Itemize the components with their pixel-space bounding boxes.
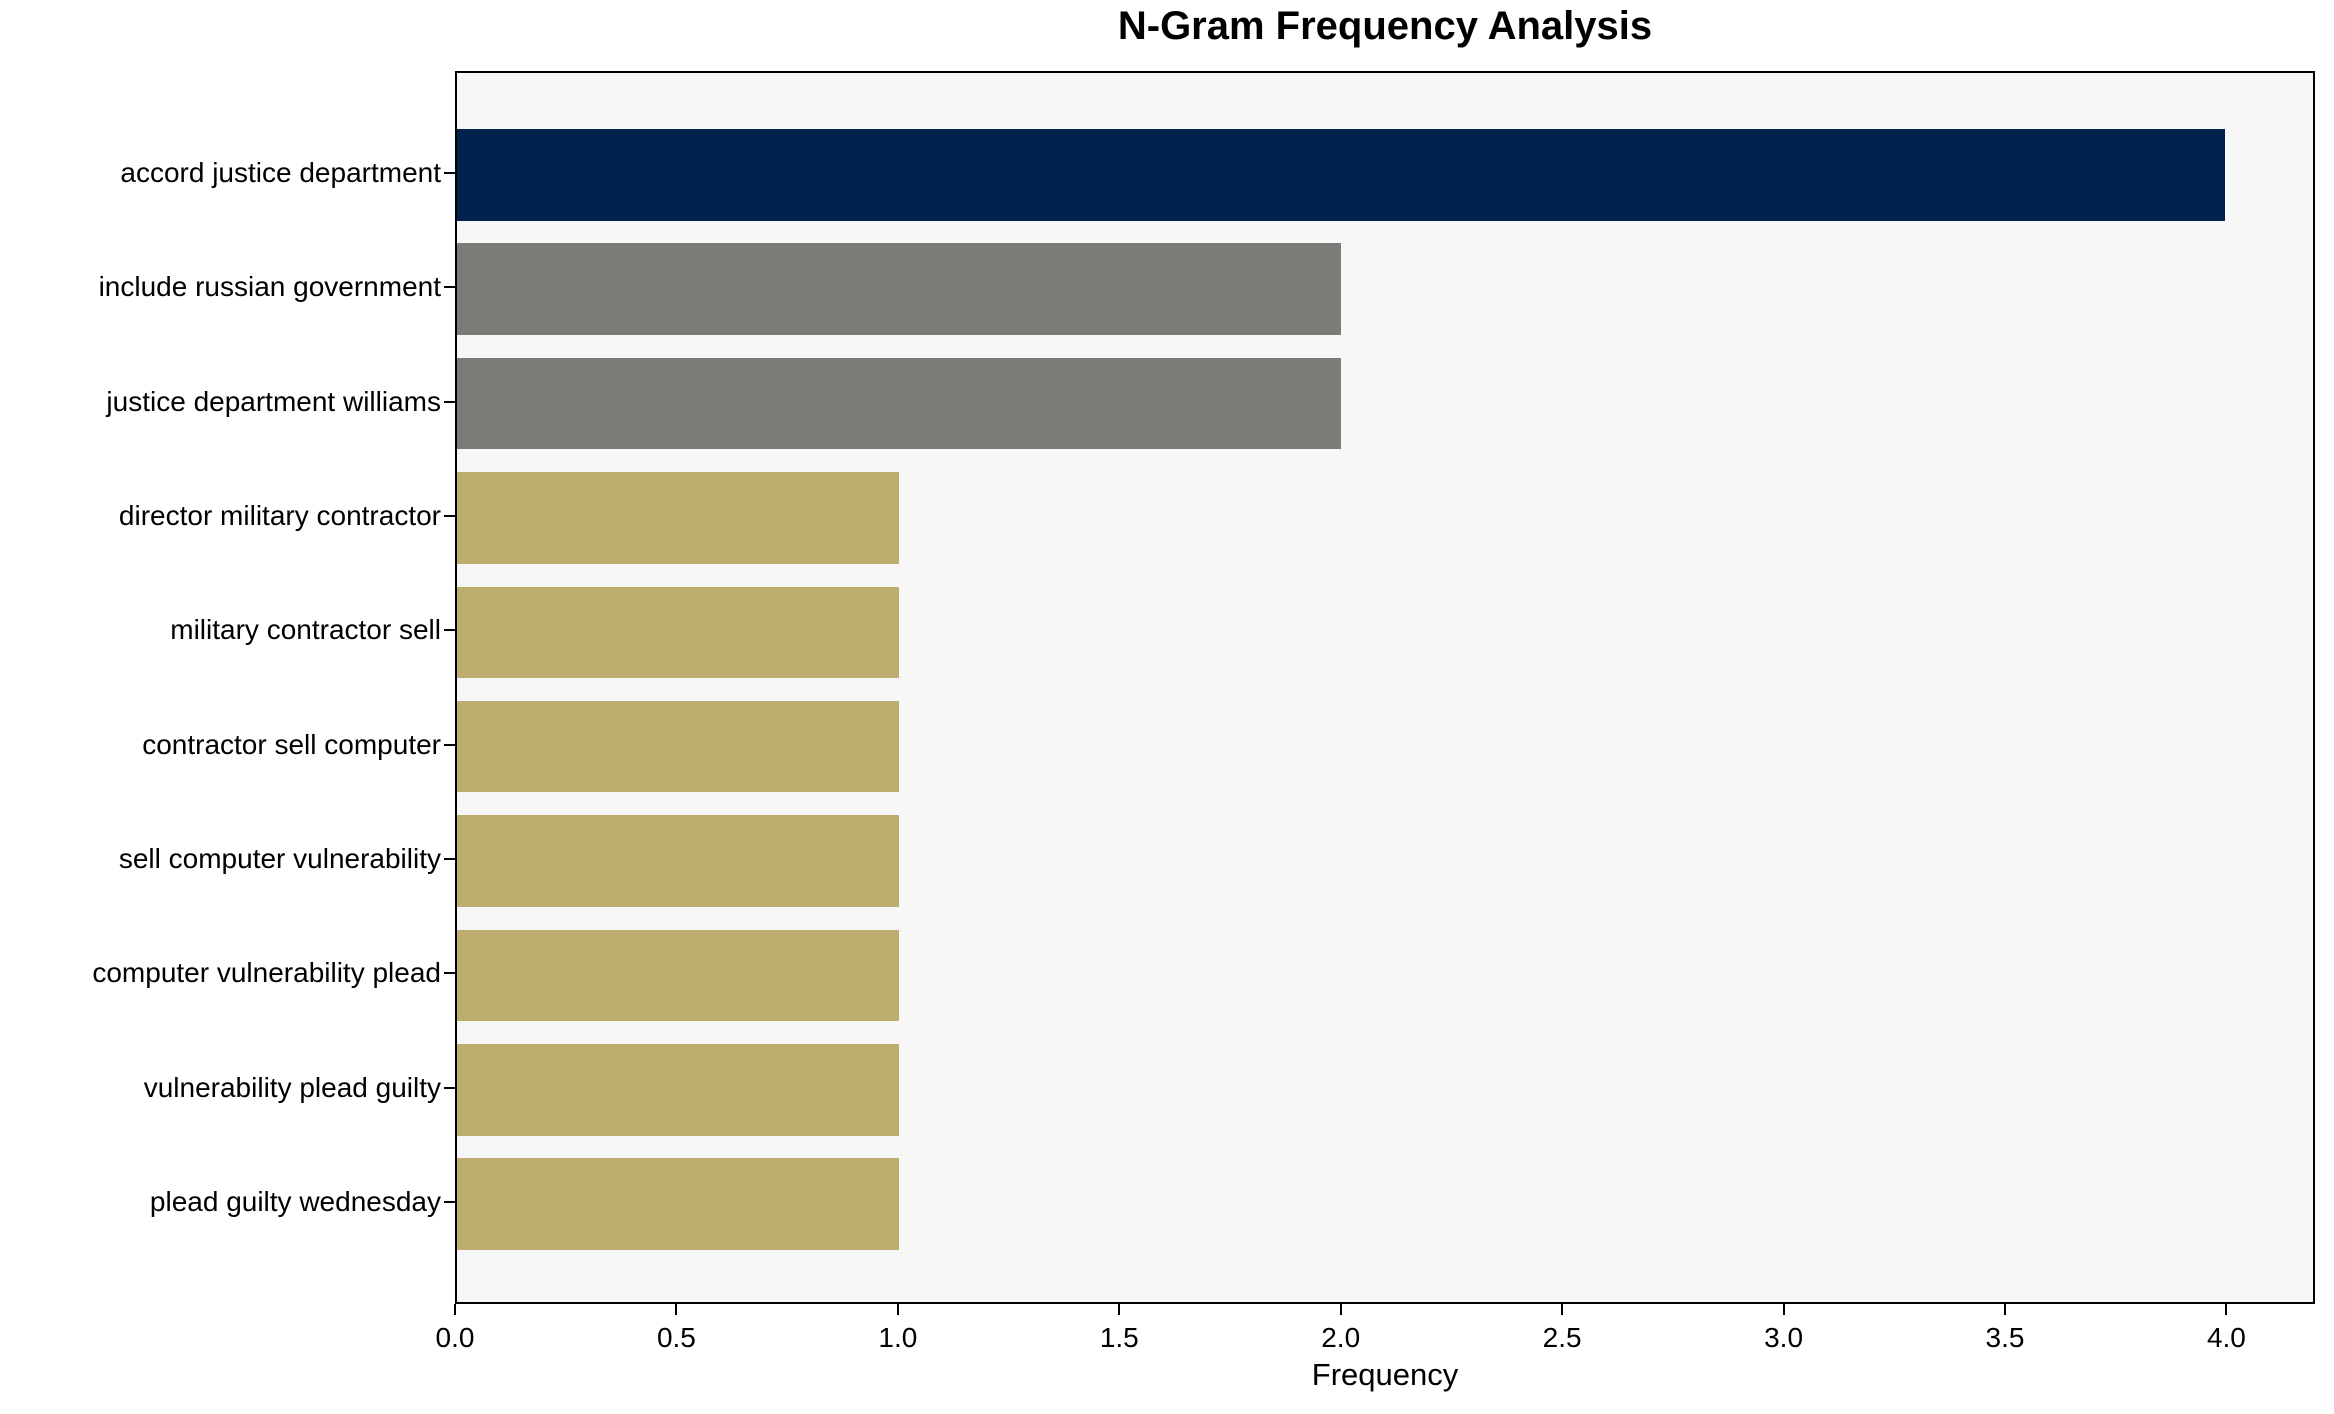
y-tick-mark (444, 400, 455, 403)
y-tick-label: include russian government (98, 271, 441, 303)
plot-area (455, 71, 2315, 1304)
y-tick-label: director military contractor (118, 499, 441, 531)
x-tick-label: 0.0 (435, 1322, 475, 1353)
bar (457, 357, 1341, 450)
x-tick-mark (896, 1304, 899, 1315)
x-tick-mark (675, 1304, 678, 1315)
bar (457, 700, 899, 793)
y-tick-label: computer vulnerability plead (92, 957, 441, 989)
y-tick-mark (444, 286, 455, 289)
x-tick-label: 3.0 (1764, 1322, 1804, 1353)
x-tick-label: 2.5 (1542, 1322, 1582, 1353)
bar (457, 815, 899, 907)
x-tick-label: 0.5 (656, 1322, 696, 1353)
bar (457, 472, 899, 564)
bar (457, 586, 899, 679)
x-tick-mark (2004, 1304, 2006, 1315)
bar (457, 1158, 899, 1250)
y-tick-mark (444, 514, 455, 517)
bar (457, 129, 2225, 221)
x-tick-label: 3.5 (1985, 1322, 2025, 1353)
y-tick-label: sell computer vulnerability (118, 843, 441, 875)
x-tick-mark (2225, 1304, 2228, 1315)
y-tick-mark (444, 171, 455, 174)
y-tick-label: plead guilty wednesday (149, 1186, 441, 1218)
x-tick-mark (454, 1304, 456, 1315)
y-tick-mark (444, 1201, 455, 1204)
x-tick-mark (1561, 1304, 1564, 1315)
chart-title: N-Gram Frequency Analysis (1117, 4, 1653, 48)
y-tick-label: accord justice department (120, 156, 441, 188)
x-tick-mark (1339, 1304, 1342, 1315)
y-tick-mark (444, 858, 455, 861)
y-tick-mark (444, 972, 455, 975)
x-tick-mark (1782, 1304, 1785, 1315)
x-tick-label: 1.5 (1099, 1322, 1139, 1353)
y-tick-mark (444, 1086, 455, 1089)
y-tick-label: military contractor sell (170, 614, 441, 646)
bar (457, 243, 1341, 335)
y-tick-label: contractor sell computer (142, 728, 441, 760)
y-tick-label: justice department williams (106, 385, 441, 417)
y-tick-label: vulnerability plead guilty (143, 1071, 441, 1103)
x-tick-label: 2.0 (1321, 1322, 1361, 1353)
x-tick-label: 4.0 (2206, 1322, 2246, 1353)
x-axis-label: Frequency (1311, 1357, 1459, 1392)
x-tick-mark (1118, 1304, 1121, 1315)
y-tick-mark (444, 629, 455, 632)
x-tick-label: 1.0 (878, 1322, 918, 1353)
bar (457, 929, 899, 1022)
bar (457, 1044, 899, 1136)
y-tick-mark (444, 743, 455, 746)
